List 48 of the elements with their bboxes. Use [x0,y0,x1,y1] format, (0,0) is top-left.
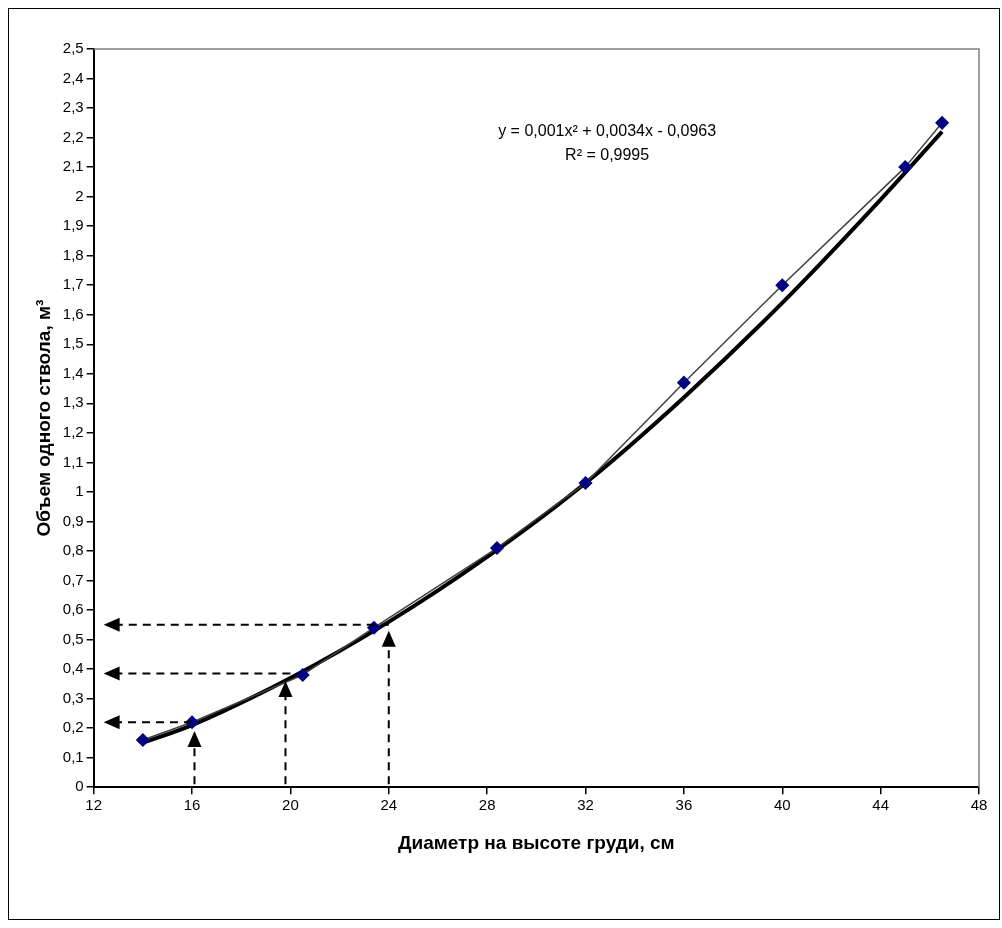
y-tick-label: 2,4 [62,68,84,86]
x-axis-title: Диаметр на высоте груди, см [397,831,675,853]
y-tick-label: 0,4 [62,659,84,677]
x-tick-label: 40 [773,796,791,814]
y-tick-label: 1,9 [62,216,84,234]
point [578,476,593,490]
y-tick-label: 1,3 [62,393,84,411]
x-tick-label: 32 [577,796,594,814]
y-tick-label: 0,1 [62,747,84,765]
point [490,541,504,555]
point [935,116,949,130]
x-tick-label: 16 [183,796,201,814]
y-tick-label: 0,5 [62,629,84,647]
y-axis-title: Объем одного ствола, м³ [32,299,54,537]
y-tick-label: 0 [75,777,84,795]
y-tick-label: 0,3 [62,688,84,706]
y-tick-label: 2,1 [62,157,84,175]
point [136,733,150,747]
point [775,278,790,292]
y-tick-label: 1,8 [62,245,84,263]
y-tick-label: 2,5 [62,39,84,57]
annotation: y = 0,001x² + 0,0034x - 0,0963 [497,121,718,141]
point [898,160,912,174]
y-tick-label: 1,2 [62,423,84,440]
y-tick-label: 2,2 [62,127,84,145]
y-tick-label: 1 [75,482,84,500]
x-tick-label: 44 [872,796,889,814]
y-tick-label: 1,5 [62,334,84,352]
y-tick-label: 1,6 [62,304,84,322]
y-tick-label: 0,7 [62,570,84,588]
y-tick-label: 0,6 [62,600,84,618]
x-tick-label: 24 [380,796,398,814]
x-tick-label: 36 [675,796,693,814]
y-tick-label: 0,9 [62,511,84,529]
x-tick-label: 20 [282,796,299,814]
y-tick-label: 0,2 [62,718,84,736]
point [295,668,310,682]
y-tick-label: 2,3 [62,98,84,116]
y-tick-label: 0,8 [62,541,84,559]
y-tick-label: 1,4 [62,363,84,381]
y-tick-label: 1,1 [62,452,84,470]
x-tick-label: 28 [478,796,496,814]
x-tick-label: 12 [85,796,102,814]
y-tick-label: 1,7 [62,275,84,293]
y-tick-label: 2 [75,186,84,204]
point [677,375,691,390]
annotation: R² = 0,9995 [564,145,651,165]
x-tick-label: 48 [970,796,988,814]
